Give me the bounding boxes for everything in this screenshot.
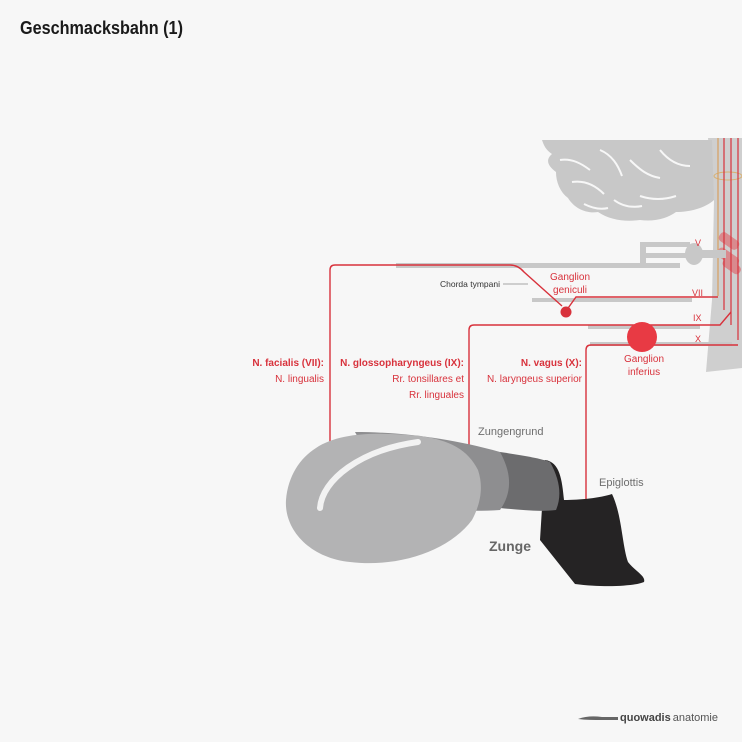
glosso-name: N. glossopharyngeus (IX): bbox=[340, 358, 464, 369]
glosso-branch-2: Rr. linguales bbox=[408, 390, 464, 401]
glosso-branch-1: Rr. tonsillares et bbox=[392, 374, 464, 385]
cranial-nerve-ix-label: IX bbox=[693, 313, 702, 323]
brand-logo: quowadis anatomie bbox=[578, 712, 718, 724]
zungengrund-label: Zungengrund bbox=[478, 426, 544, 438]
brand-suffix: anatomie bbox=[672, 712, 718, 724]
glosso-path bbox=[468, 311, 732, 446]
ganglion-geniculi-label-2: geniculi bbox=[553, 285, 587, 296]
page-title: Geschmacksbahn (1) bbox=[20, 18, 183, 38]
facial-nerve-bar bbox=[532, 298, 692, 302]
zunge-label: Zunge bbox=[489, 538, 531, 554]
cranial-nerve-v-label: V bbox=[695, 238, 702, 248]
nerve-paths bbox=[329, 264, 738, 500]
scalpel-icon bbox=[578, 716, 618, 720]
trigeminal-fork bbox=[396, 242, 726, 268]
brand-name: quowadis bbox=[620, 712, 671, 724]
brain-shape bbox=[542, 140, 714, 221]
ganglion-geniculi-label-1: Ganglion bbox=[549, 272, 591, 283]
ganglion-geniculi bbox=[560, 306, 572, 318]
cranial-nerve-vii-label: VII bbox=[692, 288, 704, 298]
chorda-tympani-label: Chorda tympani bbox=[440, 279, 501, 289]
facialis-name: N. facialis (VII): bbox=[252, 358, 324, 369]
ganglion-inferius-label-1: Ganglion bbox=[623, 354, 665, 365]
ganglion-inferius-label-2: inferius bbox=[627, 367, 661, 378]
epiglottis-shape bbox=[540, 460, 645, 587]
epiglottis-label: Epiglottis bbox=[599, 477, 644, 489]
facialis-path bbox=[329, 264, 563, 446]
vagus-nerve-bar bbox=[590, 342, 732, 346]
brain-folds bbox=[559, 149, 691, 210]
ganglion-inferius bbox=[627, 322, 657, 352]
facialis-branch: N. lingualis bbox=[275, 374, 324, 385]
cranial-nerve-x-label: X bbox=[695, 334, 702, 344]
vagus-path bbox=[585, 344, 738, 500]
vagus-name: N. vagus (X): bbox=[520, 358, 582, 369]
vagus-branch: N. laryngeus superior bbox=[486, 374, 582, 385]
tongue bbox=[285, 432, 645, 587]
